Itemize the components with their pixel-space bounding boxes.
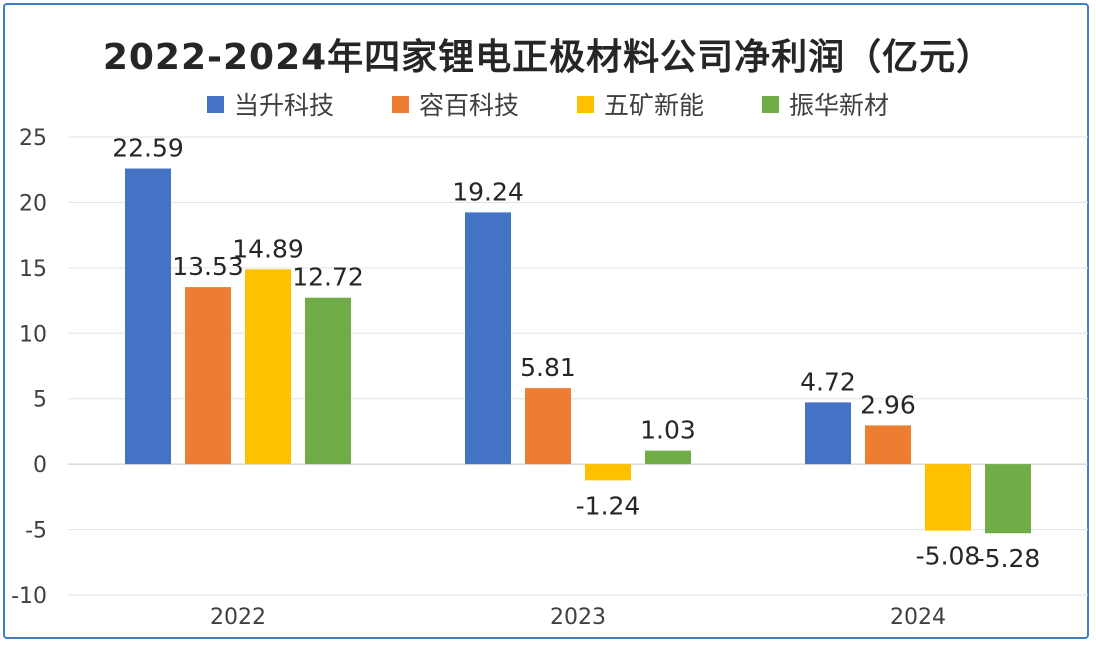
- legend-label-3: 五矿新能: [604, 91, 705, 120]
- data-label: -5.28: [976, 544, 1041, 573]
- legend-swatch-2: [391, 95, 409, 113]
- bar: [585, 464, 631, 481]
- chart-title: 2022-2024年四家锂电正极材料公司净利润（亿元）: [102, 37, 994, 78]
- data-label: 1.03: [640, 416, 696, 445]
- data-label: 2.96: [860, 390, 916, 419]
- bar: [185, 287, 231, 465]
- legend-item-1: 当升科技: [206, 88, 334, 120]
- data-label: -5.08: [916, 542, 981, 571]
- x-tick-label: 2022: [210, 605, 266, 630]
- bar: [865, 425, 911, 465]
- data-label: 14.89: [232, 234, 304, 263]
- bar: [925, 464, 971, 531]
- chart-legend: 当升科技 容百科技 五矿新能 振华新材: [0, 88, 1096, 120]
- data-label: 5.81: [520, 353, 576, 382]
- legend-label-2: 容百科技: [418, 91, 519, 120]
- data-label: 19.24: [452, 177, 524, 206]
- legend-swatch-3: [577, 95, 594, 113]
- y-tick-label: 20: [19, 191, 47, 216]
- data-label: 12.72: [292, 263, 364, 292]
- legend-item-2: 容百科技: [391, 88, 519, 120]
- data-label: 13.53: [172, 252, 244, 281]
- legend-item-3: 五矿新能: [577, 88, 704, 120]
- bar: [465, 212, 511, 465]
- legend-swatch-1: [206, 95, 224, 113]
- x-tick-label: 2023: [550, 605, 606, 630]
- y-tick-label: 25: [19, 126, 47, 151]
- y-tick-label: 0: [33, 453, 47, 478]
- legend-label-4: 振华新材: [789, 91, 890, 120]
- y-tick-label: 5: [33, 388, 47, 413]
- bar: [305, 297, 351, 465]
- legend-label-1: 当升科技: [233, 91, 334, 120]
- data-label: 4.72: [800, 367, 856, 396]
- legend-item-4: 振华新材: [762, 88, 889, 120]
- bar: [125, 168, 171, 465]
- data-label: -1.24: [576, 491, 641, 520]
- bar: [985, 464, 1031, 534]
- bar: [245, 269, 291, 465]
- y-tick-label: 10: [19, 322, 47, 347]
- y-tick-label: -5: [25, 519, 47, 544]
- y-tick-label: -10: [11, 584, 47, 609]
- y-tick-label: 15: [19, 257, 47, 282]
- bar: [645, 450, 691, 465]
- data-label: 22.59: [112, 134, 184, 163]
- bar: [525, 388, 571, 465]
- bar: [805, 402, 851, 465]
- legend-swatch-4: [762, 95, 780, 113]
- x-tick-label: 2024: [890, 605, 946, 630]
- chart-frame: [3, 3, 1089, 639]
